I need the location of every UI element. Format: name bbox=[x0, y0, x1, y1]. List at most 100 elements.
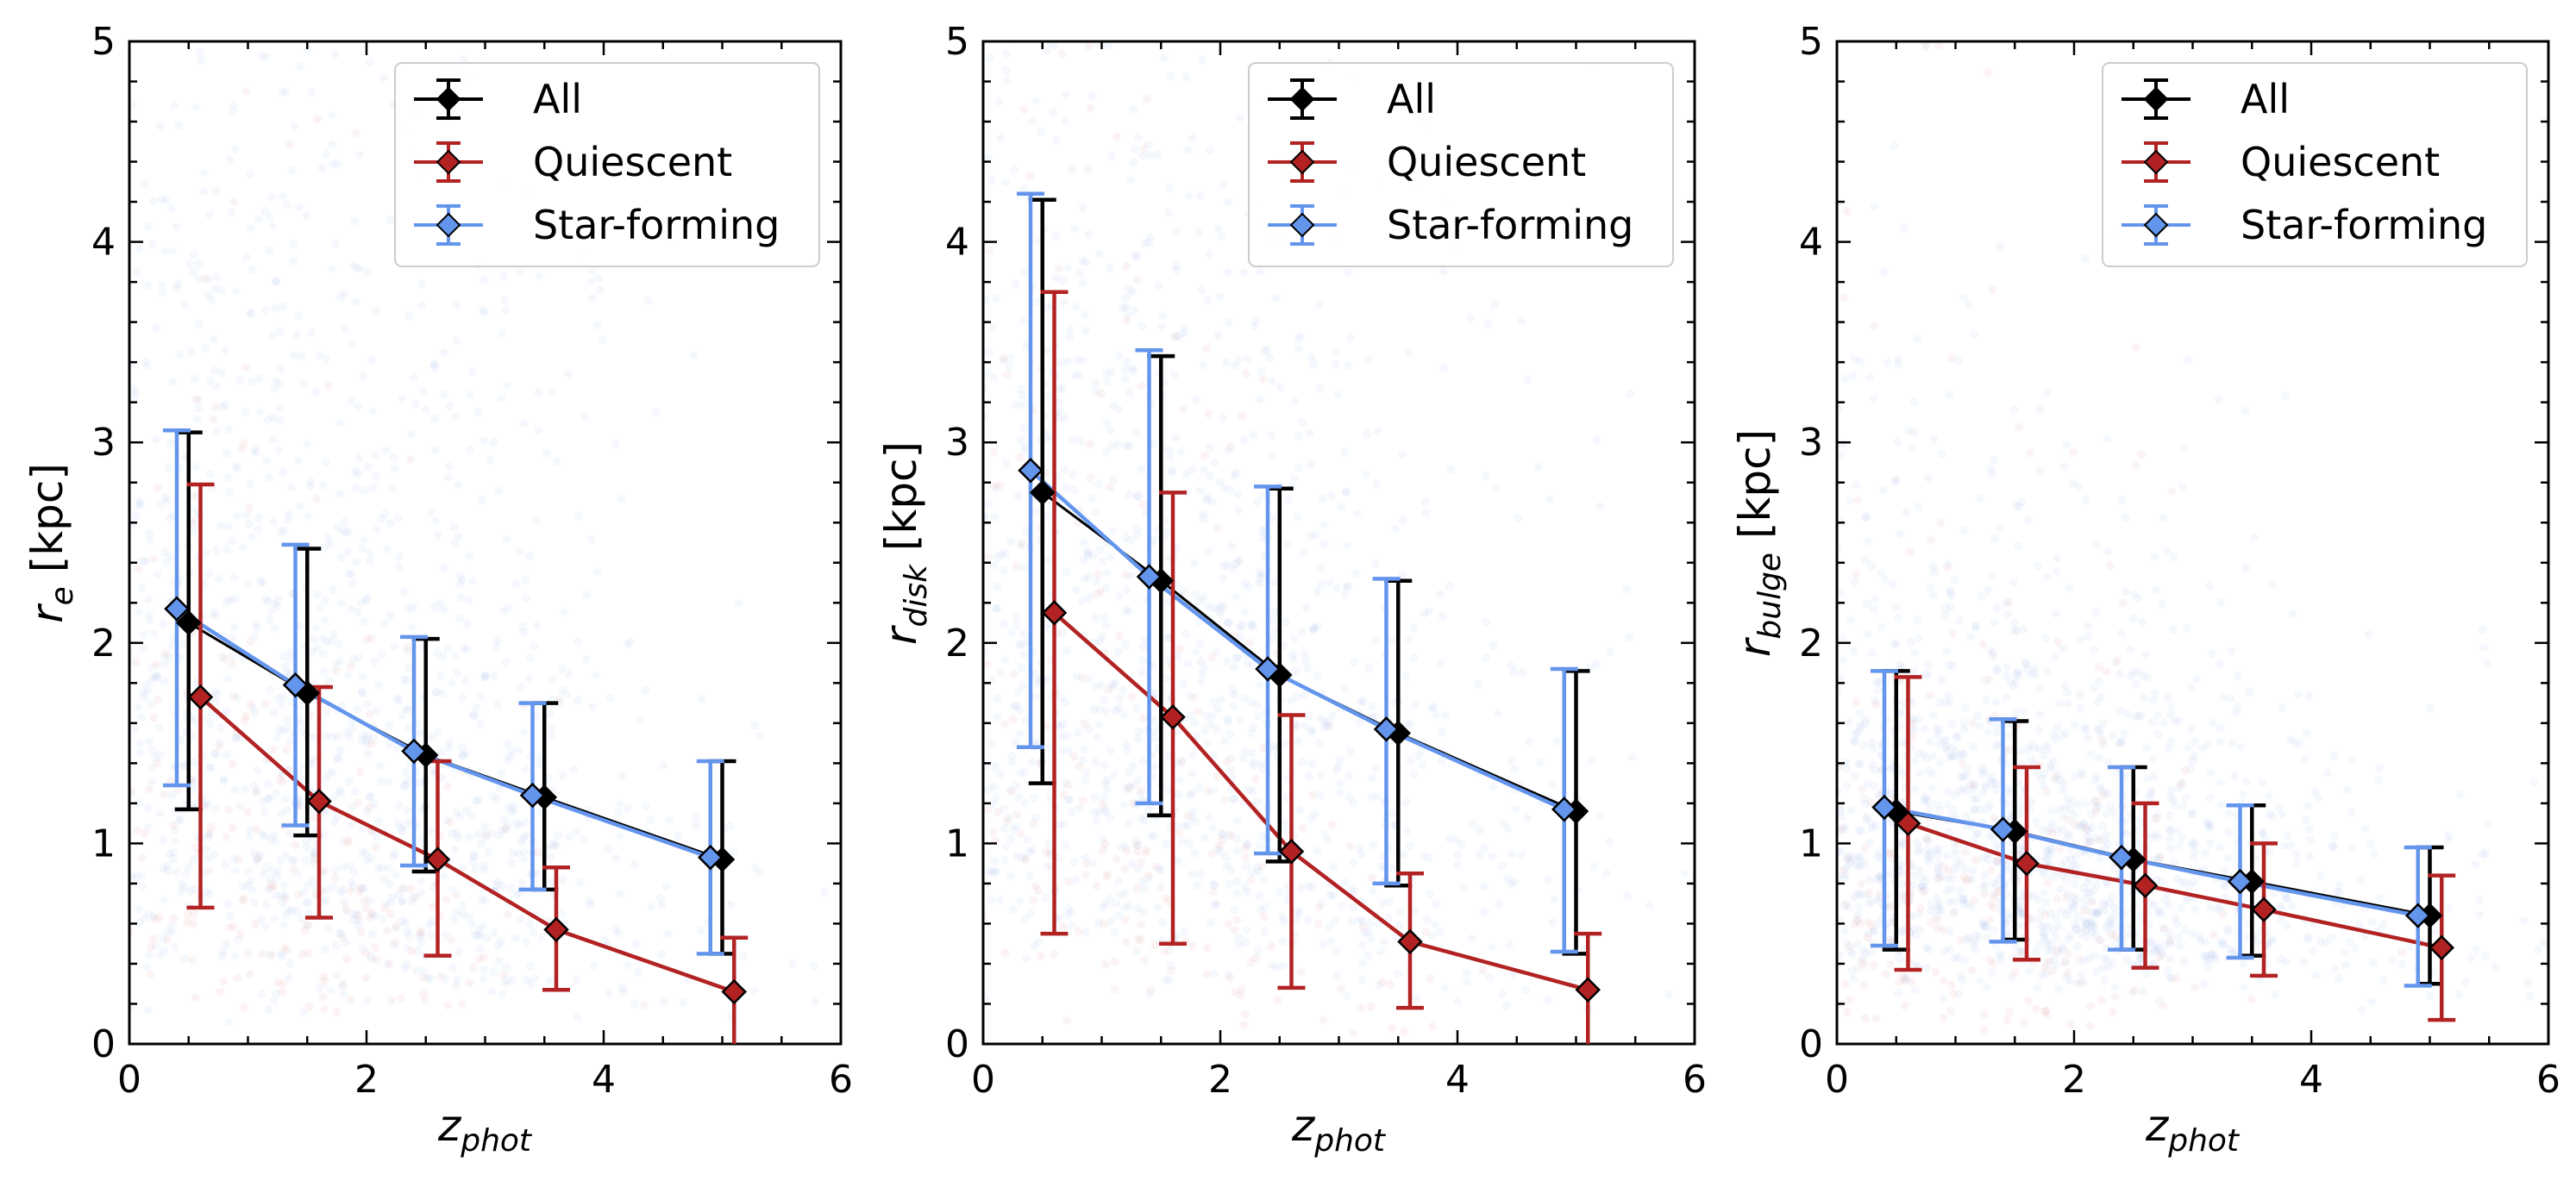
scatter-point bbox=[1205, 443, 1214, 453]
scatter-point bbox=[1059, 820, 1069, 829]
scatter-point bbox=[183, 918, 191, 928]
scatter-point bbox=[1438, 266, 1448, 276]
scatter-point bbox=[1592, 659, 1601, 669]
scatter-point bbox=[1074, 728, 1083, 738]
scatter-point bbox=[241, 253, 251, 262]
scatter-point bbox=[2047, 846, 2057, 855]
scatter-point bbox=[1009, 905, 1018, 915]
scatter-point bbox=[289, 257, 298, 266]
scatter-point bbox=[279, 692, 288, 702]
scatter-point bbox=[248, 377, 257, 386]
scatter-point bbox=[1107, 441, 1117, 451]
scatter-point bbox=[270, 599, 279, 609]
scatter-point bbox=[1874, 894, 1883, 903]
y-axis-label-sub: e bbox=[45, 586, 80, 605]
scatter-point bbox=[1126, 571, 1136, 580]
scatter-point bbox=[1085, 572, 1094, 581]
scatter-point bbox=[1012, 612, 1021, 622]
scatter-point bbox=[2480, 951, 2490, 960]
scatter-point bbox=[436, 747, 446, 757]
scatter-point bbox=[1587, 757, 1596, 766]
scatter-point bbox=[1021, 715, 1031, 725]
scatter-point bbox=[788, 959, 798, 968]
scatter-point bbox=[1206, 918, 1215, 928]
scatter-point bbox=[222, 940, 231, 949]
scatter-point bbox=[1045, 847, 1055, 857]
scatter-point bbox=[1142, 845, 1151, 854]
scatter-point bbox=[1980, 880, 1990, 890]
scatter-point bbox=[1553, 736, 1563, 746]
scatter-point bbox=[1329, 862, 1338, 872]
scatter-point bbox=[252, 856, 261, 865]
scatter-point bbox=[322, 708, 331, 717]
scatter-point bbox=[1909, 397, 1919, 407]
scatter-point bbox=[1089, 551, 1099, 560]
scatter-point bbox=[1428, 704, 1437, 713]
scatter-point bbox=[1292, 665, 1301, 675]
scatter-point bbox=[500, 979, 510, 989]
scatter-point bbox=[1181, 72, 1190, 82]
scatter-point bbox=[266, 884, 275, 893]
scatter-point bbox=[820, 888, 830, 897]
scatter-point bbox=[1375, 980, 1384, 990]
scatter-point bbox=[1850, 354, 1859, 364]
scatter-point bbox=[2063, 794, 2072, 803]
scatter-point bbox=[358, 824, 367, 834]
scatter-point bbox=[1223, 657, 1232, 666]
scatter-point bbox=[190, 884, 199, 894]
scatter-point bbox=[1063, 264, 1072, 272]
scatter-point bbox=[321, 354, 330, 364]
scatter-point bbox=[1946, 884, 1956, 893]
data-point-quiescent bbox=[1575, 977, 1601, 1003]
scatter-point bbox=[1350, 888, 1359, 897]
scatter-point bbox=[1342, 991, 1351, 1001]
scatter-point bbox=[1203, 495, 1213, 504]
scatter-point bbox=[521, 594, 530, 603]
scatter-point bbox=[1142, 94, 1151, 103]
scatter-point bbox=[1250, 322, 1258, 331]
scatter-point bbox=[1121, 605, 1131, 615]
scatter-point bbox=[266, 880, 276, 889]
scatter-point bbox=[1402, 826, 1412, 835]
scatter-point bbox=[1018, 640, 1027, 649]
scatter-point bbox=[1950, 575, 1959, 584]
scatter-point bbox=[1972, 711, 1982, 721]
scatter-point bbox=[2063, 830, 2072, 839]
scatter-point bbox=[1950, 953, 1959, 963]
scatter-point bbox=[2049, 728, 2059, 738]
scatter-point bbox=[1080, 719, 1089, 728]
scatter-point bbox=[1280, 916, 1288, 925]
scatter-point bbox=[354, 453, 364, 463]
scatter-point bbox=[1421, 508, 1431, 517]
scatter-point bbox=[498, 971, 508, 980]
scatter-point bbox=[351, 297, 360, 307]
scatter-point bbox=[1896, 529, 1905, 539]
scatter-point bbox=[1203, 943, 1213, 952]
scatter-point bbox=[1431, 920, 1440, 929]
scatter-point bbox=[1106, 894, 1115, 903]
scatter-point bbox=[2083, 878, 2092, 888]
scatter-point bbox=[1094, 704, 1104, 714]
scatter-point bbox=[535, 271, 544, 280]
scatter-point bbox=[1908, 716, 1917, 726]
scatter-point bbox=[348, 909, 358, 919]
scatter-point bbox=[2115, 738, 2124, 747]
scatter-point bbox=[350, 787, 360, 797]
scatter-point bbox=[565, 832, 574, 841]
scatter-point bbox=[581, 654, 591, 664]
scatter-point bbox=[1140, 815, 1150, 825]
scatter-point bbox=[2165, 825, 2175, 834]
scatter-point bbox=[454, 480, 463, 490]
scatter-point bbox=[1893, 359, 1902, 369]
scatter-point bbox=[336, 928, 346, 938]
scatter-point bbox=[1241, 1009, 1250, 1019]
scatter-point bbox=[1127, 692, 1137, 702]
scatter-point bbox=[1844, 717, 1853, 727]
scatter-point bbox=[1199, 509, 1208, 518]
scatter-point bbox=[1852, 861, 1862, 871]
scatter-point bbox=[1358, 958, 1368, 967]
scatter-point bbox=[1086, 473, 1095, 482]
data-point-star-forming bbox=[1018, 457, 1044, 484]
scatter-point bbox=[358, 884, 367, 893]
